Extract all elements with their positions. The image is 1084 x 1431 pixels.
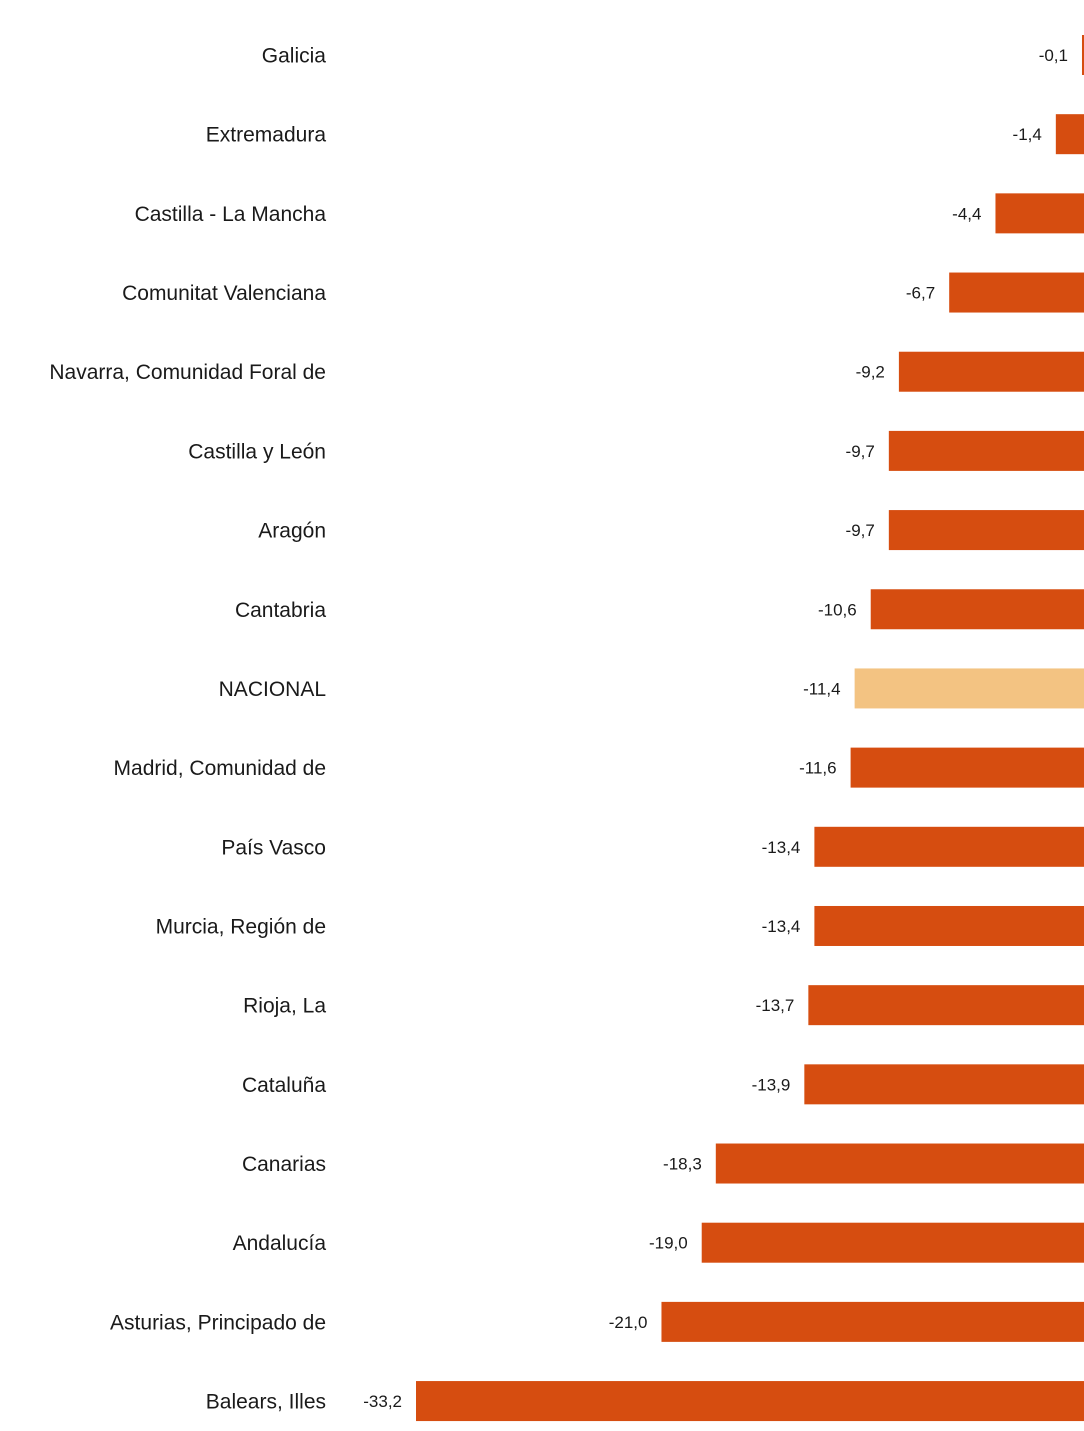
category-label: Rioja, La: [243, 995, 326, 1018]
bar-12: [808, 985, 1084, 1026]
bar-11: [814, 905, 1084, 946]
category-label: Comunitat Valenciana: [122, 282, 326, 305]
value-label: -13,4: [762, 917, 801, 936]
value-label: -19,0: [649, 1234, 688, 1253]
category-label: Extremadura: [206, 124, 327, 147]
bar-5: [888, 430, 1084, 471]
value-label: -9,7: [846, 521, 875, 540]
bar-9: [850, 747, 1084, 788]
bar-16: [661, 1301, 1084, 1342]
value-label: -10,6: [818, 600, 857, 619]
category-label: Castilla - La Mancha: [135, 203, 327, 226]
value-label: -1,4: [1013, 125, 1042, 144]
labels-layer: Galicia -0,1 Extremadura -1,4 Castilla - La …: [49, 45, 1068, 1414]
category-label: Murcia, Región de: [156, 915, 326, 938]
category-label: Cantabria: [235, 599, 326, 622]
category-label: Galicia: [262, 45, 327, 68]
category-label: Madrid, Comunidad de: [114, 757, 326, 780]
value-label: -13,4: [762, 838, 801, 857]
category-label: Castilla y León: [188, 440, 326, 463]
value-label: -9,7: [846, 442, 875, 461]
category-label: Navarra, Comunidad Foral de: [49, 361, 326, 384]
value-label: -13,7: [756, 996, 795, 1015]
bar-8: [854, 668, 1084, 709]
value-label: -11,4: [803, 679, 841, 698]
category-label: Aragón: [258, 520, 326, 543]
value-label: -4,4: [952, 204, 981, 223]
category-label: País Vasco: [221, 836, 326, 859]
value-label: -18,3: [663, 1155, 702, 1174]
bars-layer: [416, 35, 1084, 1422]
bar-15: [701, 1222, 1084, 1263]
category-label: Cataluña: [242, 1074, 326, 1097]
bar-0: [1081, 35, 1084, 75]
value-label: -21,0: [609, 1313, 648, 1332]
value-label: -33,2: [363, 1392, 402, 1411]
value-label: -0,1: [1039, 46, 1068, 65]
bar-4: [898, 351, 1084, 392]
category-label: Canarias: [242, 1153, 326, 1176]
category-label: NACIONAL: [219, 678, 326, 701]
bar-10: [814, 826, 1084, 867]
category-label: Asturias, Principado de: [110, 1311, 326, 1334]
value-label: -9,2: [856, 363, 885, 382]
bar-1: [1055, 114, 1084, 155]
bar-7: [870, 589, 1084, 630]
category-label: Andalucía: [233, 1232, 327, 1255]
bar-2: [995, 193, 1084, 234]
bar-13: [804, 1064, 1084, 1105]
bar-17: [416, 1381, 1084, 1422]
bar-6: [888, 510, 1084, 551]
category-label: Balears, Illes: [206, 1391, 326, 1414]
value-label: -6,7: [906, 284, 935, 303]
value-label: -13,9: [752, 1075, 791, 1094]
bar-3: [949, 272, 1084, 313]
value-label: -11,6: [799, 759, 837, 778]
bar-14: [715, 1143, 1084, 1184]
